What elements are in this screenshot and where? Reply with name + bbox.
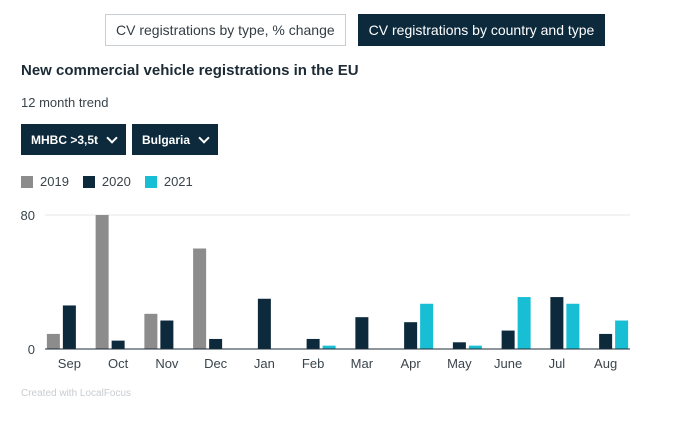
bar [566, 303, 580, 349]
legend-swatch [144, 175, 157, 188]
bar [62, 305, 76, 349]
legend-label: 2021 [163, 174, 193, 189]
bar [501, 330, 515, 349]
bar [550, 297, 564, 349]
x-tick-label: June [494, 356, 522, 371]
bar [452, 342, 466, 349]
bar [144, 313, 158, 349]
legend-item-2019[interactable]: 2019 [21, 174, 69, 189]
bar [322, 345, 336, 349]
tab-bar: CV registrations by type, % change CV re… [105, 14, 606, 46]
x-tick-label: Feb [302, 356, 324, 371]
x-tick-label: May [447, 356, 472, 371]
bar [95, 215, 109, 349]
bar [306, 338, 320, 349]
x-tick-label: Apr [401, 356, 422, 371]
x-tick-label: Mar [351, 356, 374, 371]
x-tick-label: Jan [254, 356, 275, 371]
bar [160, 320, 174, 349]
x-tick-label: Sep [58, 356, 81, 371]
bar [468, 345, 482, 349]
chart-legend: 2019 2020 2021 [21, 174, 193, 189]
bar [193, 248, 207, 349]
legend-label: 2019 [40, 174, 69, 189]
x-tick-label: Dec [204, 356, 228, 371]
legend-swatch [21, 175, 33, 188]
legend-item-2021[interactable]: 2021 [144, 174, 193, 189]
x-tick-label: Oct [108, 356, 129, 371]
bar [420, 303, 434, 349]
bar [517, 297, 531, 349]
chart-title: New commercial vehicle registrations in … [21, 62, 359, 79]
legend-item-2020[interactable]: 2020 [82, 174, 131, 189]
vehicle-type-label: MHBC >3,5t [31, 132, 99, 147]
x-tick-label: Nov [155, 356, 179, 371]
bar [209, 338, 223, 349]
bar [111, 340, 125, 349]
y-tick-label: 0 [28, 342, 35, 357]
country-dropdown[interactable]: Bulgaria [132, 124, 219, 155]
legend-swatch [82, 175, 95, 188]
bar [404, 322, 418, 349]
chart-subtitle: 12 month trend [21, 95, 109, 110]
bar [46, 333, 60, 349]
bar [257, 298, 271, 349]
bar [599, 333, 613, 349]
tab-cv-registrations-by-country[interactable]: CV registrations by country and type [357, 14, 606, 46]
country-label: Bulgaria [142, 132, 191, 147]
filter-bar: MHBC >3,5t Bulgaria [21, 124, 219, 155]
y-tick-label: 80 [21, 208, 35, 223]
x-tick-label: Aug [594, 356, 617, 371]
vehicle-type-dropdown[interactable]: MHBC >3,5t [21, 124, 127, 155]
bar [615, 320, 629, 349]
footer-credit: Created with LocalFocus [21, 388, 132, 399]
bar [355, 317, 369, 349]
legend-label: 2020 [101, 174, 131, 189]
x-tick-label: Jul [549, 356, 566, 371]
tab-cv-registrations-by-type[interactable]: CV registrations by type, % change [105, 14, 346, 46]
